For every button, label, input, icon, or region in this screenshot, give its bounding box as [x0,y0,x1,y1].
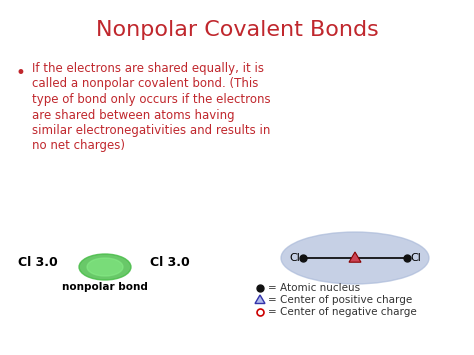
Text: If the electrons are shared equally, it is: If the electrons are shared equally, it … [32,62,264,75]
Text: •: • [15,64,25,82]
Text: nonpolar bond: nonpolar bond [62,282,148,292]
Text: similar electronegativities and results in: similar electronegativities and results … [32,124,270,137]
Text: Cl 3.0: Cl 3.0 [150,256,190,268]
Text: Nonpolar Covalent Bonds: Nonpolar Covalent Bonds [96,20,378,40]
Text: called a nonpolar covalent bond. (This: called a nonpolar covalent bond. (This [32,77,258,91]
Polygon shape [255,295,265,304]
Text: Cl: Cl [410,253,421,263]
Text: Cl: Cl [289,253,300,263]
Text: type of bond only occurs if the electrons: type of bond only occurs if the electron… [32,93,271,106]
Ellipse shape [281,232,429,284]
Ellipse shape [87,258,123,276]
Ellipse shape [79,254,131,280]
Text: = Atomic nucleus: = Atomic nucleus [268,283,360,293]
Text: no net charges): no net charges) [32,140,125,153]
Text: Cl 3.0: Cl 3.0 [18,256,58,268]
Text: = Center of positive charge: = Center of positive charge [268,295,412,305]
Polygon shape [349,252,361,262]
Text: = Center of negative charge: = Center of negative charge [268,307,417,317]
Text: are shared between atoms having: are shared between atoms having [32,109,235,121]
